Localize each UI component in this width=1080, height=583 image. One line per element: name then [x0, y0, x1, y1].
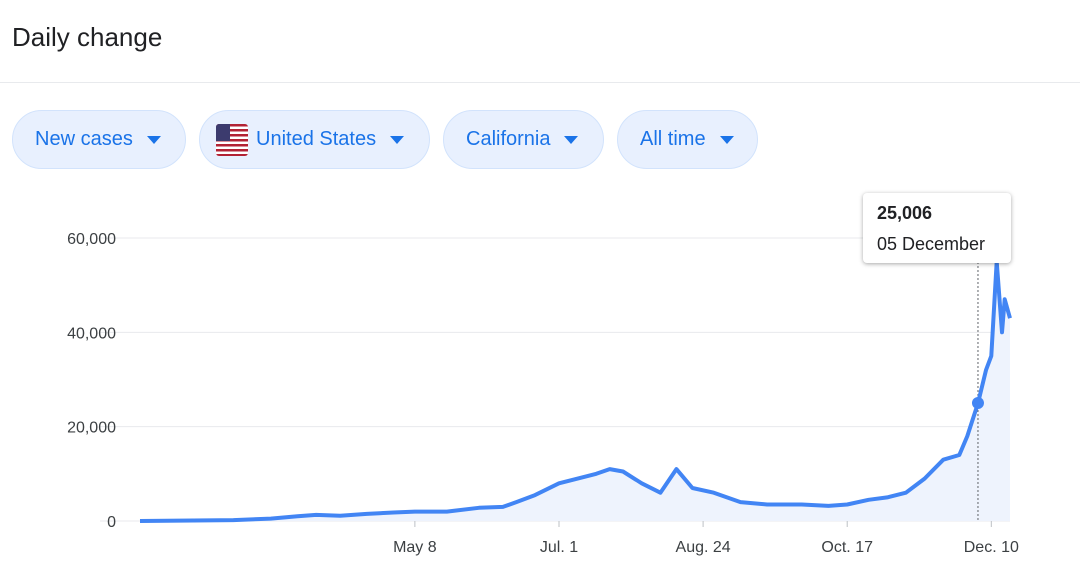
region-dropdown-label: California: [466, 128, 551, 150]
region-dropdown[interactable]: California: [443, 110, 604, 169]
country-dropdown-label: United States: [256, 128, 377, 150]
time-range-dropdown-label: All time: [640, 128, 706, 150]
daily-change-chart[interactable]: 0 20,000 40,000 60,000 May 8 Jul. 1 Aug. 24 Oc…: [0, 180, 1080, 583]
page-title: Daily change: [12, 22, 163, 52]
metric-dropdown[interactable]: New cases: [12, 110, 186, 169]
chevron-down-icon: [719, 135, 734, 144]
tooltip-date: 05 December: [877, 234, 986, 254]
x-tick-label: May 8: [393, 539, 437, 556]
country-dropdown[interactable]: United States: [199, 110, 430, 169]
chevron-down-icon: [146, 135, 161, 144]
chevron-down-icon: [390, 135, 405, 144]
x-tick-label: Dec. 10: [964, 539, 1019, 556]
x-tick-label: Aug. 24: [676, 539, 731, 556]
x-tick-label: Jul. 1: [540, 539, 578, 556]
chart-tooltip: 25,006 05 December: [863, 193, 1011, 263]
y-tick-label: 0: [107, 514, 116, 531]
y-tick-label: 40,000: [67, 325, 116, 342]
x-tick-label: Oct. 17: [821, 539, 873, 556]
y-tick-label: 20,000: [67, 420, 116, 437]
chevron-down-icon: [564, 135, 579, 144]
header: Daily change: [0, 0, 1080, 83]
time-range-dropdown[interactable]: All time: [617, 110, 758, 169]
series-line: [139, 259, 1012, 523]
hover-point: [971, 397, 984, 410]
series-area: [140, 261, 1010, 521]
us-flag-icon: [216, 123, 248, 156]
y-tick-label: 60,000: [67, 231, 116, 248]
tooltip-value: 25,006: [877, 203, 933, 223]
metric-dropdown-label: New cases: [35, 128, 133, 150]
